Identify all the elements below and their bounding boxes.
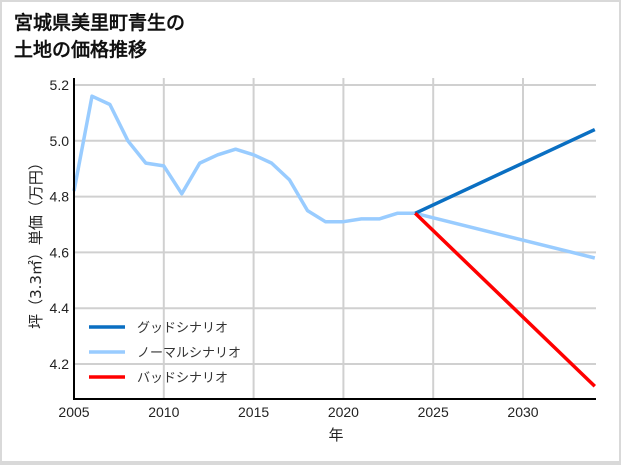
x-tick-label: 2010 — [148, 404, 179, 420]
title-line-1: 宮城県美里町青生の — [14, 12, 186, 34]
legend-label: ノーマルシナリオ — [137, 346, 241, 361]
x-tick-label: 2020 — [328, 404, 359, 420]
grid-lines — [74, 78, 596, 399]
x-tick-label: 2005 — [58, 404, 89, 420]
x-axis-label: 年 — [328, 426, 343, 444]
title-line-2: 土地の価格推移 — [14, 39, 148, 61]
y-tick-label: 5.2 — [50, 77, 70, 93]
series-lines — [72, 94, 597, 388]
legend-label: バッドシナリオ — [137, 371, 228, 386]
x-tick-label: 2025 — [418, 404, 449, 420]
y-tick-label: 4.4 — [50, 300, 70, 316]
series-line-2 — [413, 212, 597, 388]
y-axis-label: 坪（3.3㎡）単価（万円） — [27, 155, 45, 329]
y-tick-label: 4.2 — [50, 356, 70, 372]
y-tick-label: 4.6 — [50, 244, 70, 260]
series-line-0 — [414, 128, 596, 215]
y-tick-label: 4.8 — [50, 189, 70, 205]
x-tick-label: 2030 — [507, 404, 538, 420]
chart-title: 宮城県美里町青生の 土地の価格推移 — [14, 10, 185, 64]
legend-label: グッドシナリオ — [137, 321, 228, 336]
tick-labels: 2005 2010 2015 2020 2025 2030 4.2 4.4 4.6 4.8 5.0 5… — [50, 77, 539, 420]
x-tick-label: 2015 — [238, 404, 269, 420]
axes — [73, 78, 596, 400]
y-tick-label: 5.0 — [50, 133, 70, 149]
series-line-1 — [72, 94, 596, 260]
